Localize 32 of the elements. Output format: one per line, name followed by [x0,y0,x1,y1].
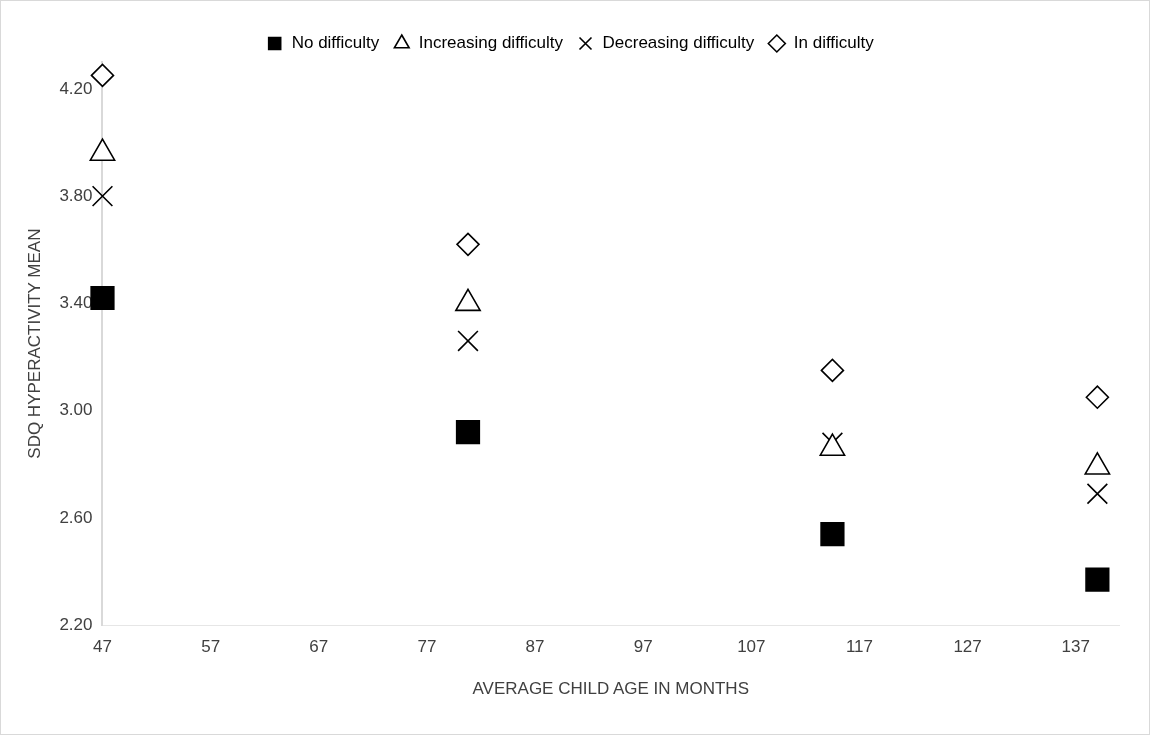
point [820,521,845,547]
y-tick-label: 2.60 [59,507,93,527]
x-tick-label: 127 [953,637,982,657]
x-tick-label: 57 [201,637,221,657]
x-tick-label: 117 [845,637,874,657]
point [90,63,115,88]
point [91,185,114,207]
point [457,330,479,352]
x-tick-label: 87 [525,637,545,657]
y-tick-label: 2.20 [59,614,93,634]
point [820,358,845,383]
y-tick-label: 3.80 [59,185,93,205]
x-tick-label: 97 [633,637,653,657]
point [1085,567,1110,592]
x-tick-label: 67 [309,637,329,657]
legend-label: Decreasing difficulty [602,33,755,53]
x-tick-label: 137 [1061,637,1090,657]
point [456,232,480,257]
point [1086,483,1109,505]
legend-label: In difficulty [793,33,875,53]
point [455,419,481,445]
point [1085,385,1110,410]
point [90,285,115,311]
y-tick-label: 4.20 [59,78,93,98]
y-tick-label: 3.00 [59,400,93,420]
x-tick-label: 77 [417,637,437,657]
legend-label: No difficulty [291,33,380,53]
x-tick-label: 47 [93,637,112,657]
legend-label: Increasing difficulty [418,33,564,53]
y-axis-title: SDQ HYPERACTIVITY MEAN [24,228,44,459]
x-axis-title: AVERAGE CHILD AGE IN MONTHS [472,679,749,699]
x-tick-label: 107 [737,637,766,657]
